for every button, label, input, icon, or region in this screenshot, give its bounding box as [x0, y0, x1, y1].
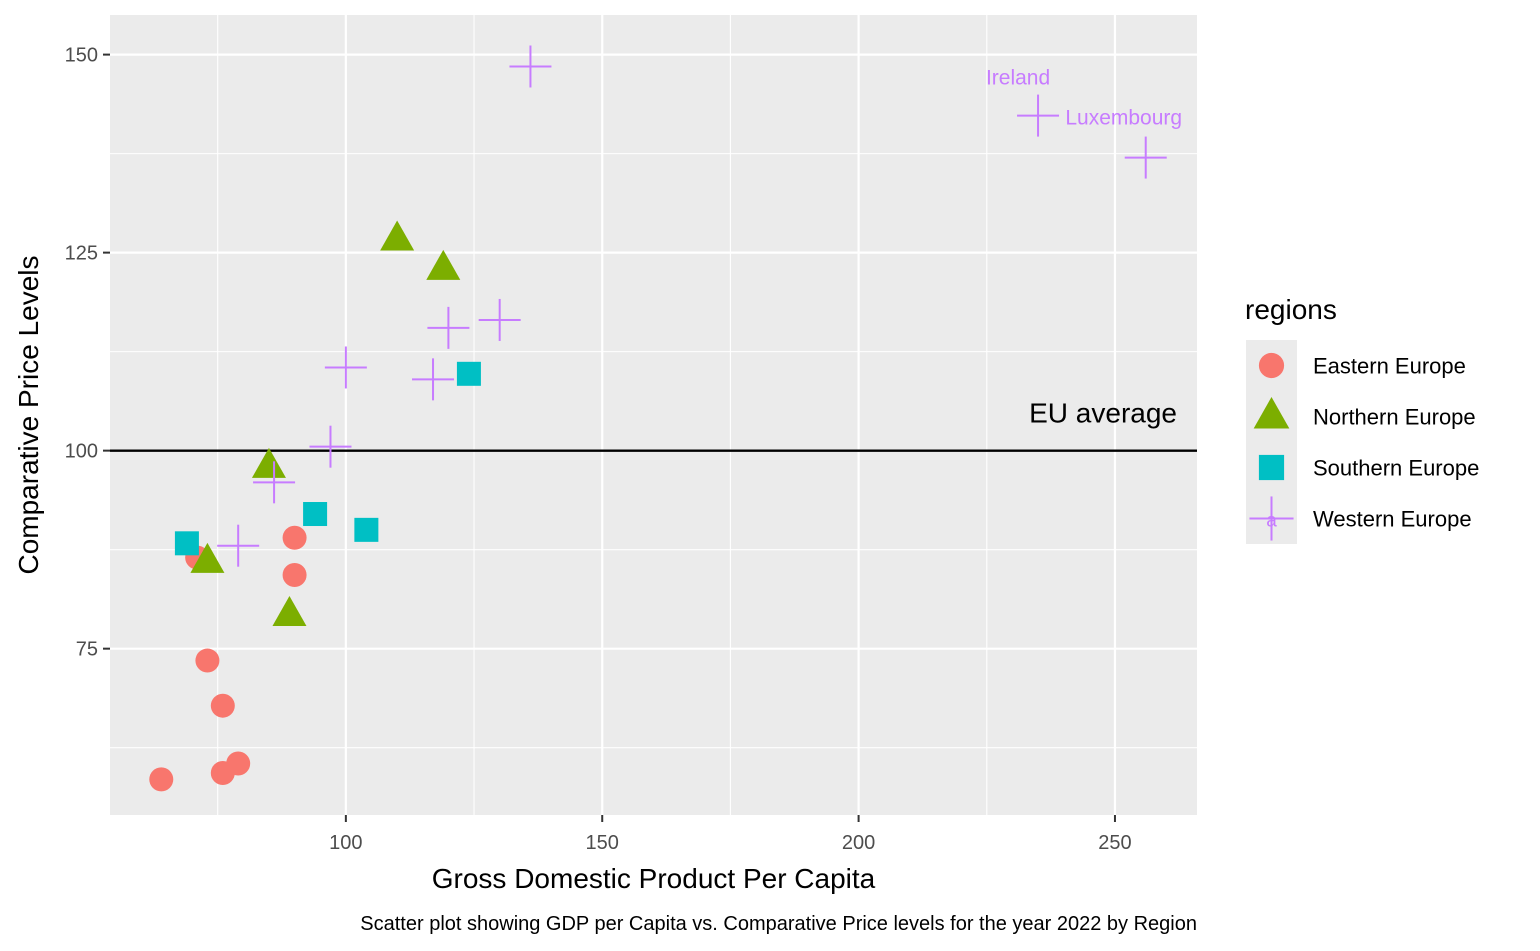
- legend-label: Northern Europe: [1313, 405, 1476, 430]
- point-labels: Ireland Luxembourg: [986, 67, 1182, 130]
- data-point: [190, 542, 225, 573]
- legend-item: Southern Europe: [1258, 454, 1479, 481]
- data-point: [174, 531, 199, 556]
- data-point: [478, 298, 521, 341]
- data-point: [303, 502, 328, 527]
- legend-title: regions: [1245, 294, 1337, 325]
- eu-average-label: EU average: [1029, 398, 1177, 429]
- data-point: [282, 563, 307, 587]
- data-point: [1124, 136, 1167, 179]
- data-point: [456, 361, 481, 386]
- legend: regions Eastern Europe Northern Europe Sou…: [1245, 294, 1479, 544]
- data-point: [354, 517, 379, 542]
- data-point: [324, 346, 367, 389]
- data-point: [1017, 94, 1060, 137]
- minor-gridlines: [110, 15, 1197, 815]
- x-tick-label: 150: [586, 832, 619, 854]
- data-point: [149, 767, 174, 792]
- data-point: [253, 461, 296, 504]
- legend-label: Southern Europe: [1313, 456, 1479, 481]
- data-point: [272, 596, 307, 627]
- legend-label: Eastern Europe: [1313, 354, 1466, 379]
- legend-label: Western Europe: [1313, 507, 1472, 532]
- legend-item: a Western Europe: [1249, 496, 1472, 541]
- x-tick-label: 250: [1098, 832, 1131, 854]
- data-point: [380, 220, 415, 251]
- chart-caption: Scatter plot showing GDP per Capita vs. …: [360, 913, 1197, 935]
- data-point: [226, 751, 251, 776]
- data-point: [509, 45, 552, 88]
- x-axis-ticks: 100 150 200 250: [329, 815, 1132, 854]
- y-tick-label: 100: [65, 441, 98, 463]
- y-tick-label: 125: [65, 243, 98, 265]
- point-label: Ireland: [986, 67, 1050, 90]
- y-tick-label: 150: [65, 45, 98, 67]
- y-axis-ticks: 75 100 125 150: [65, 45, 110, 661]
- data-point: [251, 447, 286, 478]
- legend-item: Northern Europe: [1253, 396, 1476, 430]
- legend-key: [1258, 352, 1285, 379]
- y-axis-title: Comparative Price Levels: [13, 255, 44, 574]
- x-tick-label: 200: [842, 832, 875, 854]
- point-label: Luxembourg: [1065, 107, 1182, 130]
- data-point: [217, 524, 260, 567]
- data-point: [195, 648, 220, 673]
- data-point: [412, 358, 455, 401]
- legend-key: [1258, 454, 1285, 481]
- legend-key: [1249, 496, 1294, 541]
- legend-item: Eastern Europe: [1258, 352, 1466, 379]
- data-points: [149, 45, 1167, 792]
- data-point: [427, 306, 470, 349]
- x-tick-label: 100: [329, 832, 362, 854]
- legend-key: [1253, 396, 1290, 429]
- data-point: [282, 525, 307, 550]
- y-tick-label: 75: [76, 639, 98, 661]
- plot-panel: [110, 15, 1197, 815]
- data-point: [309, 425, 352, 468]
- data-point: [426, 249, 461, 280]
- legend-key-text-glyph: a: [1266, 511, 1277, 532]
- x-axis-title: Gross Domestic Product Per Capita: [432, 863, 876, 894]
- data-point: [210, 693, 235, 718]
